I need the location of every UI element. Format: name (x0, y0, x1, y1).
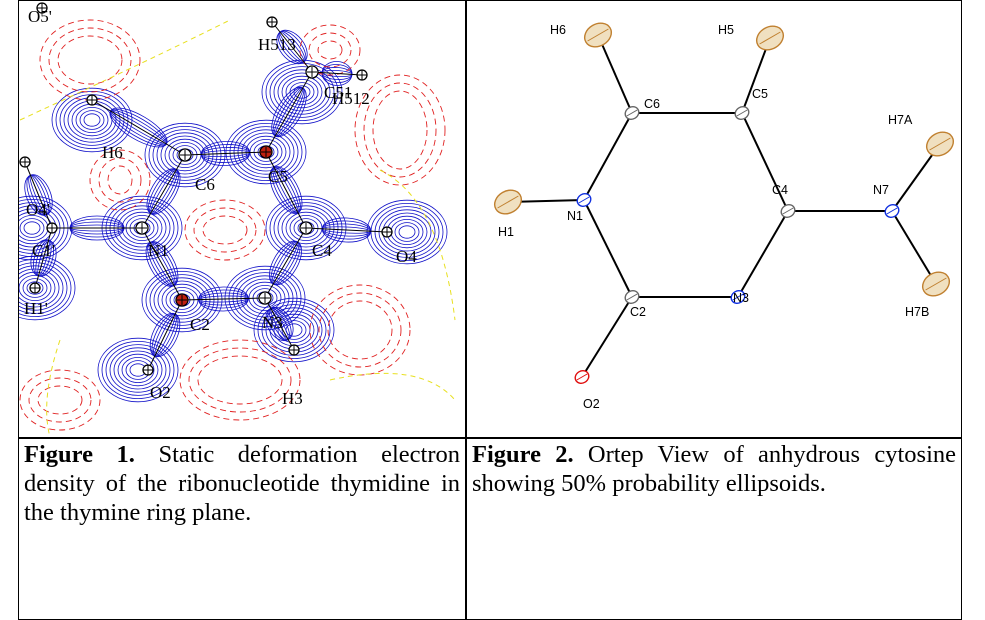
contour-negative (318, 41, 342, 59)
atom-label: H5 (718, 23, 734, 37)
caption-label: Figure 1. (24, 441, 135, 468)
atom-label: C1' (32, 241, 55, 260)
atom-label: O2 (150, 383, 171, 402)
atom-label: N1 (148, 241, 169, 260)
atom-label: O4' (26, 200, 50, 219)
atom-label: H6 (550, 23, 566, 37)
contour-negative (309, 33, 351, 67)
bond (266, 152, 306, 228)
zero-contour (330, 373, 455, 400)
atom-label: H1' (24, 299, 48, 318)
atom-label: C4 (772, 183, 788, 197)
atom-label: H513 (258, 35, 296, 54)
atom-label: N3 (262, 313, 283, 332)
atom-label: N7 (873, 183, 889, 197)
atom-label: C6 (644, 97, 660, 111)
bond (892, 211, 936, 284)
bond (584, 113, 632, 200)
atom-label: N1 (567, 209, 583, 223)
atom-label: C2 (190, 315, 210, 334)
contour (24, 222, 40, 234)
contour (391, 219, 423, 244)
atom-label: H6 (102, 143, 123, 162)
contour-negative (38, 386, 82, 414)
contour (68, 101, 116, 139)
contour (84, 114, 100, 126)
contour-negative (319, 293, 401, 367)
atom-label: C4 (312, 241, 332, 260)
atom-label: C5 (752, 87, 768, 101)
contour-negative (203, 216, 247, 244)
contour-negative (99, 158, 141, 202)
bond (266, 72, 312, 152)
atom-label: C2 (630, 305, 646, 319)
contour-negative (20, 370, 100, 430)
contour-negative (328, 301, 392, 359)
contour (16, 215, 48, 240)
contour-negative (373, 91, 427, 169)
contour (72, 104, 112, 136)
caption: Figure 1. Static deformation electron de… (24, 440, 460, 527)
atom-label: C6 (195, 175, 215, 194)
caption: Figure 2. Ortep View of anhydrous cytosi… (472, 440, 956, 498)
atom-label: H1 (498, 225, 514, 239)
atom-label: H3 (282, 389, 303, 408)
atom-label: O4 (396, 247, 417, 266)
contour (387, 216, 427, 248)
zero-contour (47, 340, 60, 437)
bond (738, 211, 788, 297)
bond (598, 35, 632, 113)
figures: O5'H513C51H512H6C6C5O4'C1'N1C4O4H1'C2N3O… (0, 0, 985, 437)
atom-label: H7B (905, 305, 929, 319)
contour-negative (189, 348, 291, 412)
atom-label: O5' (28, 7, 52, 26)
bond (182, 298, 265, 300)
contour-negative (185, 200, 265, 260)
atom-label: H7A (888, 113, 913, 127)
contour-negative (198, 356, 282, 404)
bond (142, 155, 185, 228)
bond (584, 200, 632, 297)
atom-label: H512 (332, 89, 370, 108)
atom-label: C5 (268, 167, 288, 186)
contour-negative (49, 28, 131, 92)
atom-label: O2 (583, 397, 600, 411)
contour-negative (364, 83, 436, 177)
bond (582, 297, 632, 377)
caption-label: Figure 2. (472, 441, 574, 468)
contour (76, 107, 108, 132)
atom-label: N3 (733, 291, 749, 305)
contour (399, 226, 415, 238)
contour-negative (310, 285, 410, 375)
table-divider (18, 437, 962, 439)
contour-negative (108, 166, 132, 194)
